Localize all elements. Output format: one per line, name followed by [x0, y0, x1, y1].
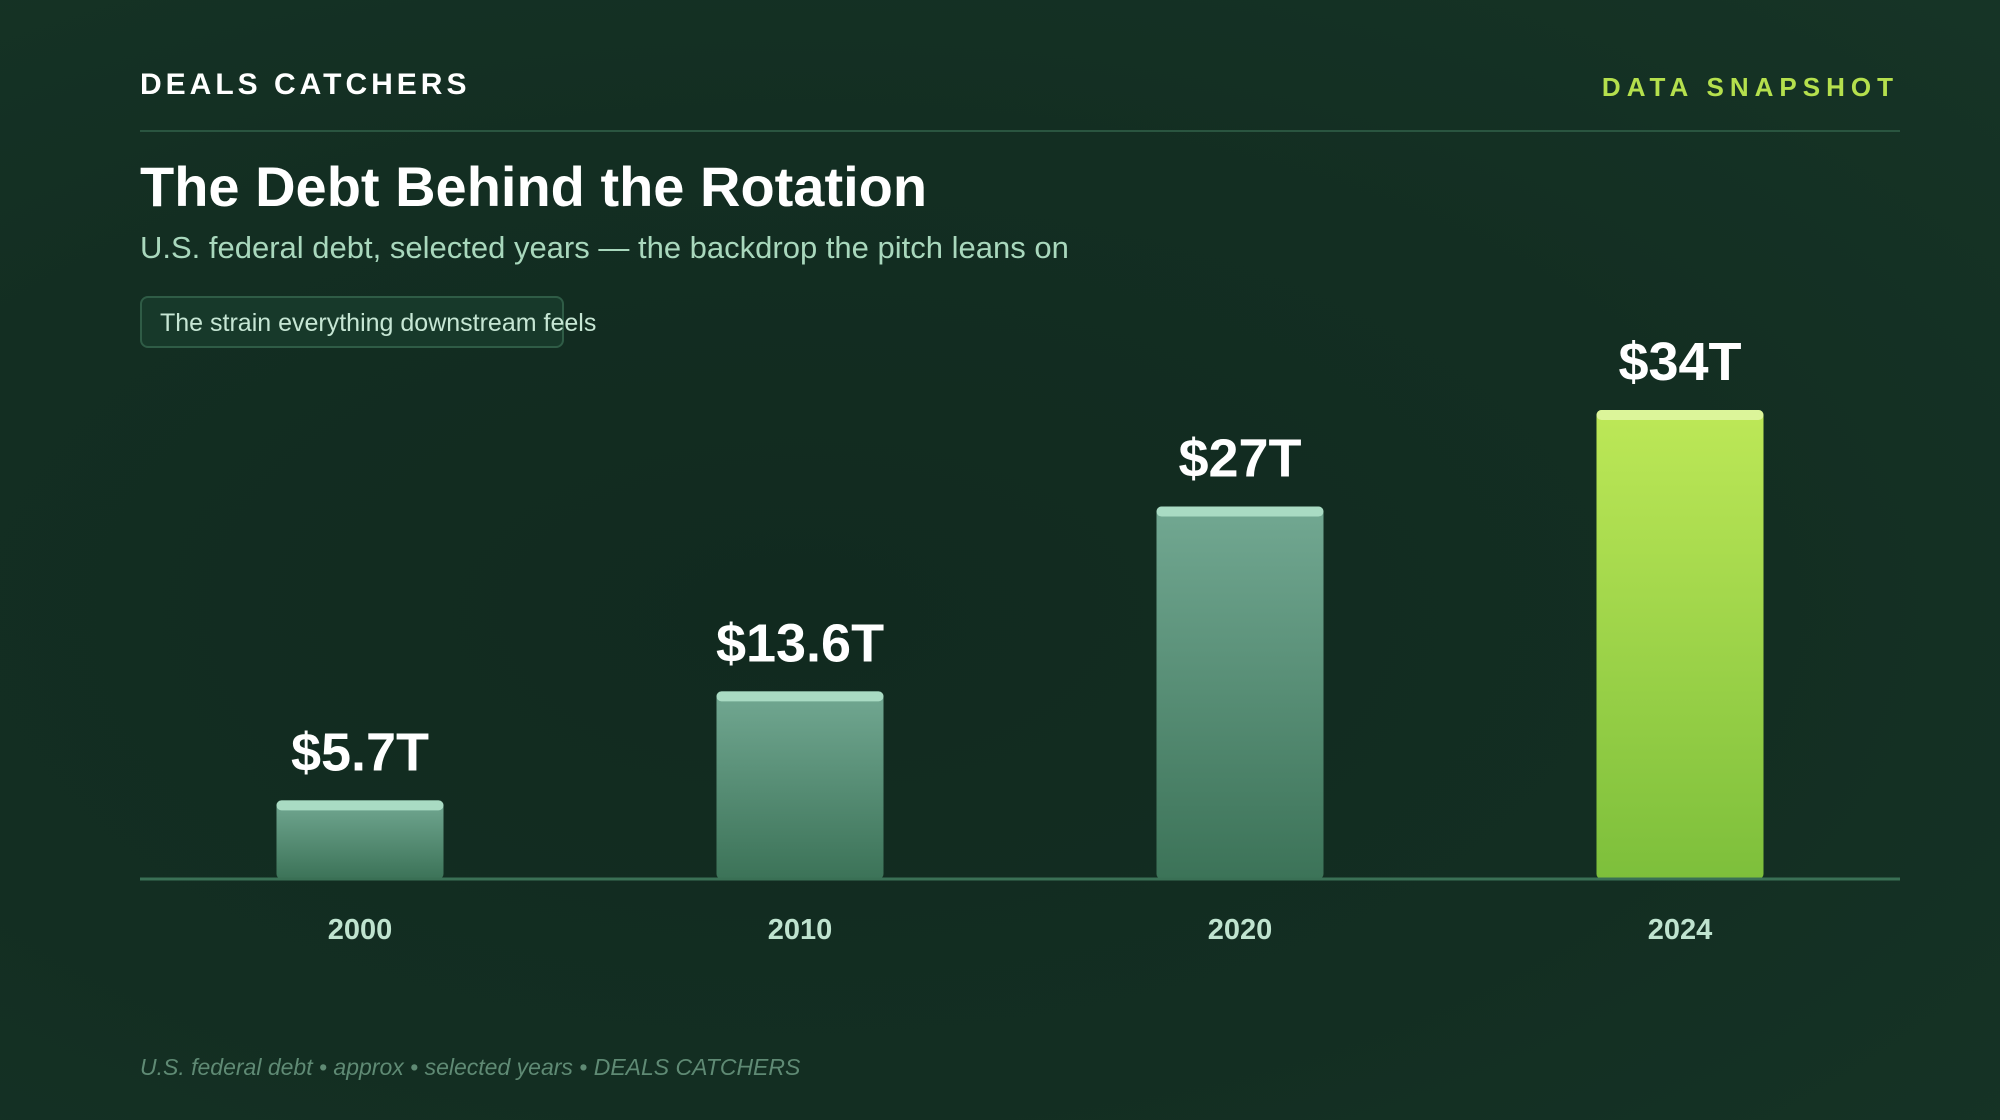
page-title: The Debt Behind the Rotation: [140, 155, 928, 218]
bar-2010: [716, 691, 884, 879]
bar-cap-2010: [716, 691, 884, 702]
x-tick-label-2020: 2020: [1208, 914, 1273, 946]
value-label-2024: $34T: [1618, 332, 1741, 392]
callout-pill: [140, 296, 564, 348]
section-tag: DATA SNAPSHOT: [1601, 72, 1899, 102]
value-label-2010: $13.6T: [716, 613, 884, 673]
bar-2020: [1156, 506, 1324, 879]
x-tick-label-2010: 2010: [768, 914, 833, 946]
value-label-2020: $27T: [1178, 429, 1301, 489]
x-tick-label-2000: 2000: [328, 914, 393, 946]
bar-cap-2000: [276, 800, 444, 811]
page-subtitle: U.S. federal debt, selected years — the …: [140, 230, 1069, 265]
bar-cap-2024: [1596, 410, 1764, 420]
value-label-2000: $5.7T: [291, 722, 429, 782]
footer-source: U.S. federal debt • approx • selected ye…: [140, 1054, 801, 1080]
header-divider: [140, 130, 1900, 132]
callout-text: The strain everything downstream feels: [160, 309, 597, 337]
bar-2000: [276, 800, 444, 879]
bar-cap-2020: [1156, 506, 1324, 517]
bar-2024: [1596, 410, 1764, 879]
x-tick-label-2024: 2024: [1648, 914, 1713, 946]
brand-name: DEALS CATCHERS: [140, 68, 471, 101]
